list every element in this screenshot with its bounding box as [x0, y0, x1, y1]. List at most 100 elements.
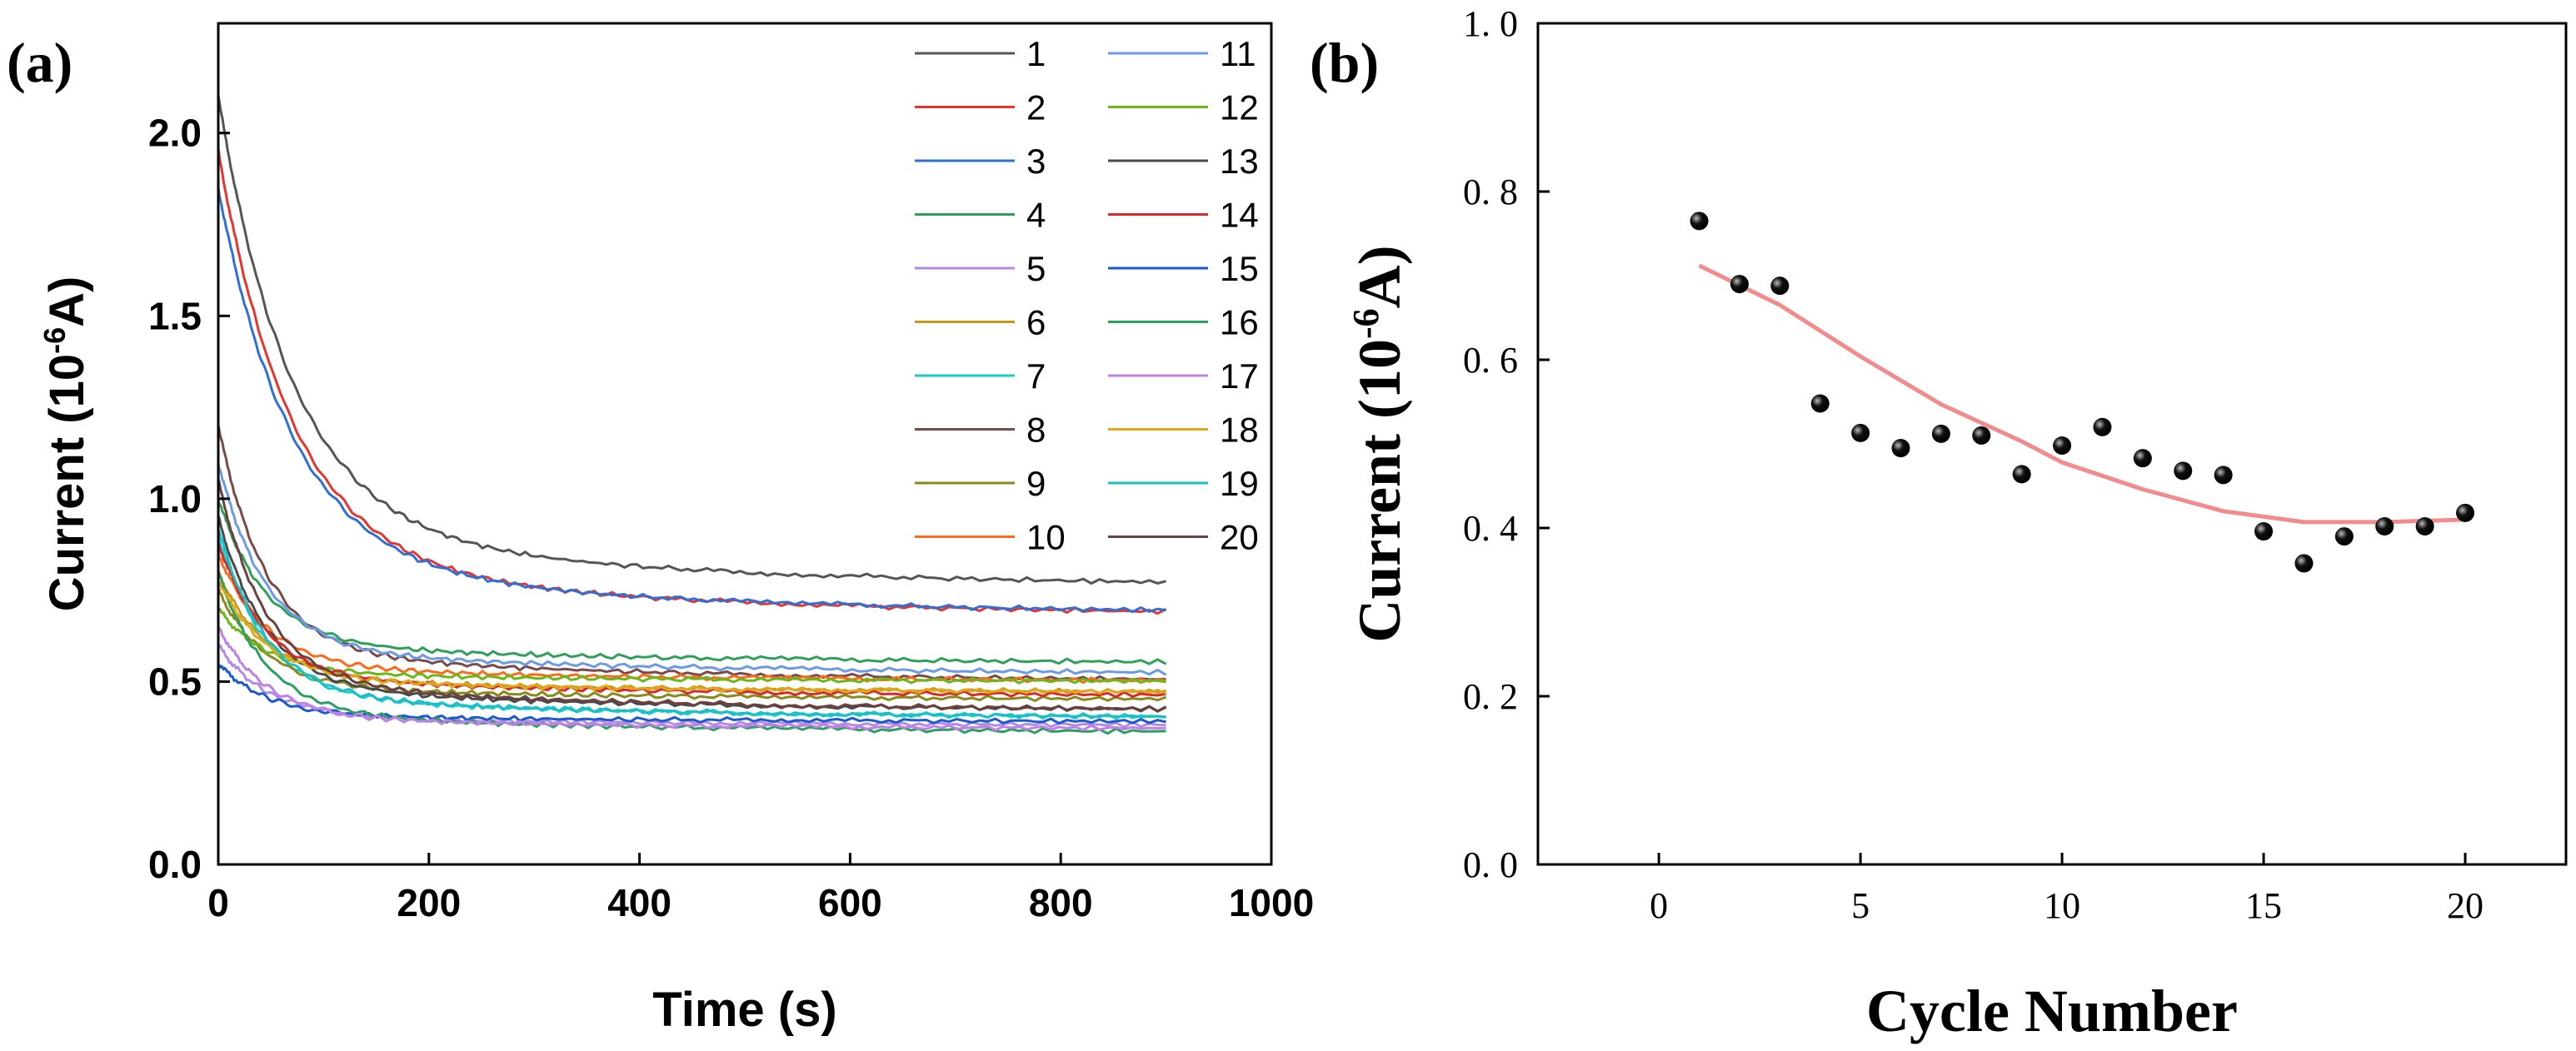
panel-b-point [2334, 527, 2354, 546]
panel-a-label: (a) [7, 31, 72, 94]
panel-a-series-line-10 [217, 552, 1166, 685]
panel-a-xtick-label: 800 [1029, 881, 1093, 924]
panel-b-xtick-label: 5 [1851, 885, 1870, 926]
panel-b-point [1972, 426, 1991, 445]
panel-a-ylabel-exp: -6 [37, 327, 72, 354]
panel-a-series-line-11 [217, 464, 1167, 676]
panel-a-series-line-20 [217, 478, 1167, 713]
panel-b-xlabel: Cycle Number [1866, 978, 2238, 1044]
panel-b-xtick-label: 0 [1650, 885, 1668, 926]
panel-a-ytick-label: 1.5 [148, 294, 202, 337]
legend-label-17: 17 [1220, 356, 1259, 396]
legend-label-16: 16 [1220, 303, 1259, 342]
panel-b-ytick-label: 0. 4 [1463, 508, 1518, 549]
panel-b-point [1810, 394, 1830, 413]
legend-label-6: 6 [1026, 303, 1046, 342]
panel-b-point [1690, 212, 1709, 231]
panel-b-point [2456, 503, 2475, 522]
panel-a-series-line-8 [217, 425, 1166, 683]
panel-a-ylabel-main: Current (10 [40, 354, 94, 611]
panel-a-series-line-9 [217, 587, 1167, 703]
panel-b-ylabel-main: Current (10 [1346, 339, 1413, 643]
panel-a-series-line-3 [217, 187, 1166, 614]
panel-b-ytick-label: 1. 0 [1463, 3, 1518, 44]
legend-label-9: 9 [1026, 464, 1046, 503]
panel-a-series-line-17 [217, 625, 1166, 732]
panel-a-frame [217, 22, 1273, 866]
panel-b-point [1770, 276, 1790, 296]
panel-b-ylabel: Current (10-6A) [1345, 245, 1413, 642]
panel-a-ytick-label: 0.0 [148, 843, 202, 886]
legend-label-13: 13 [1220, 142, 1259, 181]
panel-a-ytick-label: 1.0 [148, 477, 202, 521]
panel-b-xtick-label: 20 [2447, 885, 2484, 926]
legend-label-5: 5 [1026, 249, 1046, 288]
panel-a-series-line-5 [217, 644, 1166, 729]
panel-a-series-line-15 [217, 662, 1166, 725]
panel-b-point [2254, 522, 2274, 541]
panel-b-ytick-label: 0. 8 [1463, 172, 1518, 212]
panel-b-ytick-label: 0. 2 [1463, 676, 1518, 717]
legend-label-19: 19 [1220, 464, 1259, 503]
panel-b-ylabel-unit: A) [1346, 245, 1413, 308]
panel-b-point [2294, 554, 2314, 573]
legend-label-12: 12 [1220, 88, 1259, 127]
panel-b-fit-line [1698, 263, 2466, 525]
panel-a-xtick-label: 1000 [1229, 881, 1314, 924]
panel-b-label: (b) [1310, 31, 1379, 94]
panel-b-ticks: 0 5 10 15 20 0. 0 0. 2 0. 4 0. 6 0. 8 1. 0 [1463, 3, 2484, 926]
legend-label-2: 2 [1026, 88, 1046, 127]
panel-b-point [2174, 461, 2193, 481]
panel-a-xtick-label: 200 [397, 881, 461, 924]
legend-label-1: 1 [1026, 34, 1046, 73]
panel-a-xlabel: Time (s) [652, 983, 836, 1037]
legend-label-15: 15 [1220, 249, 1259, 288]
panel-b-point [1730, 275, 1749, 294]
panel-b-points [1690, 212, 2475, 573]
legend-label-20: 20 [1220, 518, 1259, 557]
panel-b-xtick-label: 10 [2044, 885, 2080, 926]
panel-a-curves [217, 96, 1167, 735]
legend-label-11: 11 [1220, 34, 1256, 73]
panel-b-point [2214, 466, 2233, 485]
panel-a-xtick-label: 400 [607, 881, 671, 924]
legend-label-10: 10 [1026, 518, 1066, 557]
panel-b-point [1931, 424, 1950, 443]
panel-b-ylabel-exp: -6 [1345, 308, 1386, 339]
legend-label-8: 8 [1026, 411, 1046, 450]
panel-a-series-line-18 [217, 580, 1167, 695]
panel-a-series-line-4 [217, 499, 1167, 665]
legend-label-3: 3 [1026, 142, 1046, 181]
panel-b-point [2133, 449, 2152, 468]
legend-label-4: 4 [1026, 196, 1046, 235]
legend-label-14: 14 [1220, 196, 1259, 235]
panel-a-series-line-1 [217, 96, 1166, 585]
panel-a-series-line-12 [217, 607, 1166, 685]
panel-b-chart: 0 5 10 15 20 0. 0 0. 2 0. 4 0. 6 0. 8 1. 0 Cycle N… [1345, 3, 2568, 1044]
panel-b-point [2012, 465, 2031, 484]
panel-a-ytick-label: 0.5 [148, 660, 202, 703]
panel-b-point [1851, 423, 1870, 442]
panel-a-xtick-label: 600 [818, 881, 882, 924]
panel-b-ytick-label: 0. 6 [1463, 340, 1518, 381]
panel-b-frame [1536, 22, 2568, 866]
panel-a-xtick-label: 0 [207, 881, 229, 924]
panel-a-ylabel-unit: A) [40, 276, 94, 327]
panel-b-xtick-label: 15 [2245, 885, 2282, 926]
panel-a-series-line-2 [217, 148, 1167, 615]
panel-a-ticks: 0 200 400 600 800 1000 0.0 0.5 1.0 1.5 2.0 [148, 112, 1314, 924]
panel-b-point [2375, 516, 2394, 535]
panel-a-ylabel: Current (10-6A) [37, 276, 94, 612]
panel-b-ytick-label: 0. 0 [1463, 844, 1518, 885]
panel-a-series-line-14 [217, 541, 1166, 699]
legend-label-7: 7 [1026, 356, 1046, 396]
legend-label-18: 18 [1220, 411, 1259, 450]
panel-a-series-line-19 [217, 529, 1166, 720]
panel-b-point [2093, 417, 2112, 436]
panel-b-point [2053, 436, 2072, 456]
panel-b-point [1891, 439, 1910, 458]
panel-b-fit [1698, 263, 2466, 525]
